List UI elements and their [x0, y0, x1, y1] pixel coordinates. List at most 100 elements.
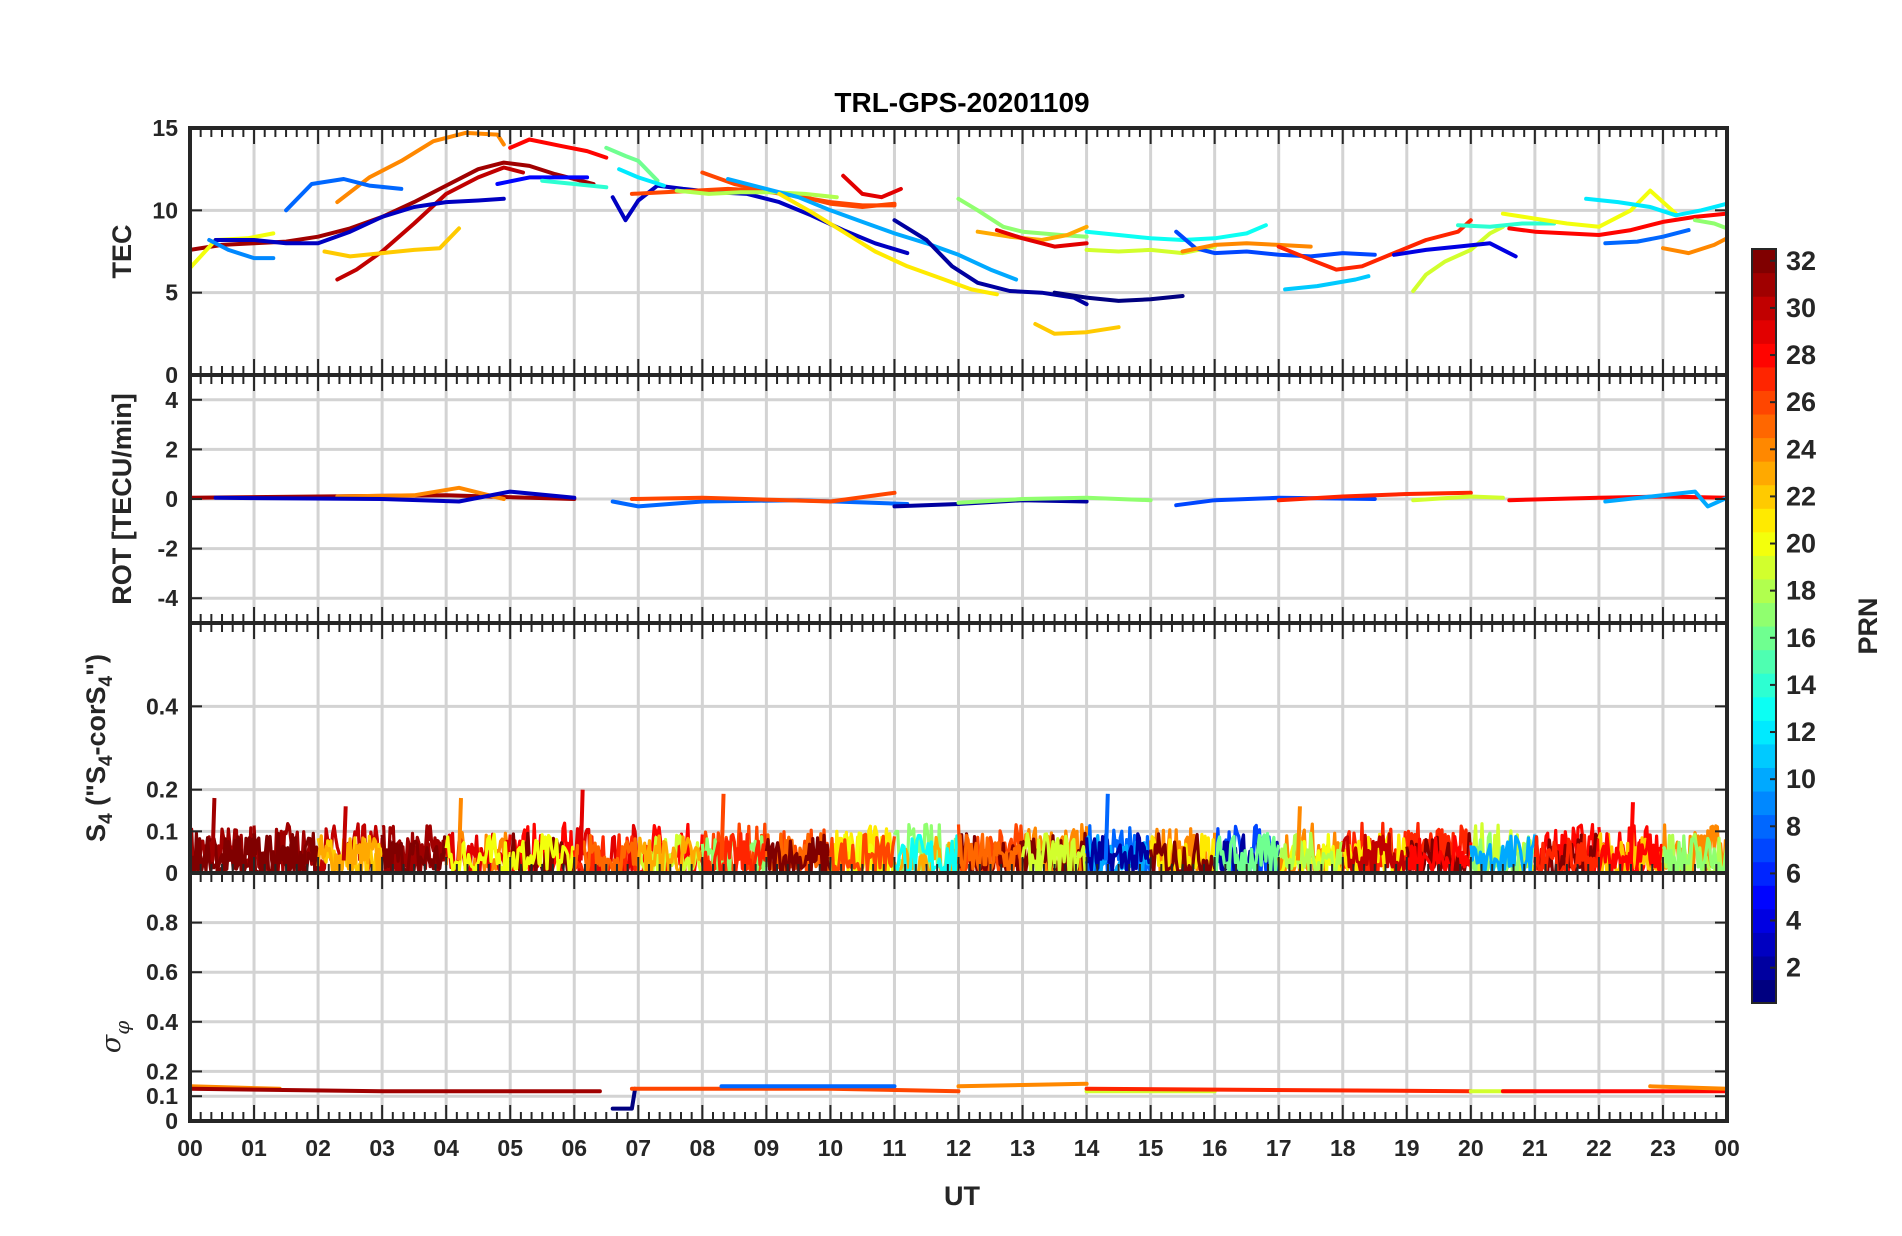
y-tick-label: 0.8: [146, 910, 178, 936]
colorbar-tick-label: 16: [1786, 623, 1816, 653]
x-tick-label: 11: [882, 1135, 907, 1161]
series-prn-1: [610, 1086, 638, 1111]
series-prn-24: [1180, 241, 1313, 254]
series-prn-27: [1276, 218, 1473, 272]
series-prn-31: [190, 1086, 602, 1094]
chart-title: TRL-GPS-20201109: [834, 87, 1089, 118]
series-prn-18: [1278, 831, 1345, 873]
y-label-subscript: 4: [96, 755, 117, 766]
colorbar-band: [1752, 508, 1776, 533]
x-tick-label: 23: [1650, 1135, 1676, 1161]
panel-tec: 0 5 10 15 TEC: [107, 115, 1729, 388]
series-prn-4: [1392, 241, 1518, 259]
series-prn-5: [495, 175, 590, 186]
series-prn-31: [190, 160, 596, 252]
colorbar-band: [1752, 319, 1776, 344]
series-prn-11: [1283, 274, 1371, 292]
y-tick-label: 15: [152, 115, 178, 141]
x-tick-label: 07: [625, 1135, 651, 1161]
y-label-subscript: 4: [96, 813, 117, 824]
colorbar-band: [1752, 413, 1776, 439]
series-prn-3: [213, 196, 506, 246]
y-tick-label: 0: [165, 486, 178, 512]
colorbar-tick-label: 8: [1786, 811, 1801, 841]
series-prn-23: [975, 224, 1089, 242]
peak-spike: [456, 797, 463, 861]
y-axis-label: ROT [TECU/min]: [107, 393, 137, 604]
series-prn-22: [322, 226, 461, 259]
x-axis-label: UT: [944, 1181, 980, 1211]
series-prn-17: [1693, 218, 1727, 231]
colorbar-tick-label: 12: [1786, 717, 1816, 747]
x-tick-label: 15: [1138, 1135, 1164, 1161]
series-prn-26: [629, 490, 897, 504]
series-prn-27: [1276, 490, 1473, 503]
colorbar-tick-label: 2: [1786, 953, 1801, 983]
y-tick-label: 10: [152, 197, 178, 223]
x-tick-label: 19: [1394, 1135, 1420, 1161]
x-tick-label: 16: [1202, 1135, 1228, 1161]
series-prn-3: [213, 489, 577, 504]
peak-spike: [1295, 806, 1302, 861]
series-prn-20: [1500, 188, 1678, 229]
colorbar-label: PRN: [1853, 597, 1883, 654]
colorbar-tick-label: 32: [1786, 246, 1816, 276]
x-axis: 00 01 02 03 04 05 06 07 08 09 10 11 12 13 14 15 16 17 18 19…: [177, 1135, 1740, 1161]
x-tick-label: 18: [1330, 1135, 1356, 1161]
x-tick-label: 14: [1074, 1135, 1100, 1161]
series-prn-30: [335, 165, 525, 282]
colorbar-tick-label: 22: [1786, 481, 1816, 511]
x-tick-label: 04: [433, 1135, 459, 1161]
colorbar-band: [1752, 461, 1776, 486]
y-tick-label: 5: [165, 280, 178, 306]
x-tick-label: 17: [1266, 1135, 1292, 1161]
series-prn-27: [1084, 1086, 1473, 1094]
series-prn-24: [335, 130, 506, 205]
series-prn-28: [508, 137, 609, 160]
colorbar-band: [1752, 790, 1776, 816]
x-tick-label: 01: [241, 1135, 267, 1161]
y-label-part: -corS: [81, 686, 111, 755]
series-prn-29: [841, 173, 903, 200]
series-prn-28: [1507, 211, 1727, 237]
series-prn-20: [444, 832, 512, 873]
y-axis-label: TEC: [107, 225, 137, 279]
peak-spike: [1628, 802, 1635, 861]
series-prn-12: [1584, 196, 1727, 218]
y-tick-label: 0.2: [146, 1058, 178, 1084]
colorbar-tick-label: 14: [1786, 670, 1816, 700]
colorbar-band: [1752, 602, 1776, 627]
colorbar-band: [1752, 696, 1776, 721]
y-tick-label: 0.1: [146, 818, 178, 844]
series-prn-32: [252, 831, 320, 873]
y-label-part: σ: [96, 1033, 127, 1053]
colorbar-band: [1752, 932, 1776, 957]
y-tick-label: -2: [158, 536, 178, 562]
series-prn-17: [956, 495, 1153, 505]
colorbar-band: [1752, 366, 1776, 391]
series-prn-14: [540, 178, 609, 190]
colorbar-band: [1752, 272, 1776, 297]
y-label-part: S: [81, 824, 111, 842]
y-tick-label: 0: [165, 860, 178, 886]
colorbar-tick-label: 4: [1786, 906, 1801, 936]
y-label-part: ("S: [81, 766, 111, 813]
series-prn-22: [1033, 322, 1121, 336]
y-tick-label: 2: [165, 436, 178, 462]
series-prn-10: [726, 177, 1019, 282]
series-prn-24: [335, 485, 506, 501]
colorbar-tick-label: 26: [1786, 387, 1816, 417]
colorbar-tick-label: 6: [1786, 858, 1801, 888]
series-prn-19: [1411, 224, 1505, 293]
colorbar-tick-label: 20: [1786, 529, 1816, 559]
y-axis-label: σφ: [96, 1021, 134, 1053]
panel-sigma_phi: 00.10.2 0.4 0.6 0.8 σφ: [96, 871, 1729, 1134]
x-tick-label: 22: [1586, 1135, 1612, 1161]
series-prn-18: [674, 188, 839, 200]
series-prn-24: [956, 1081, 1089, 1089]
series-prn-10: [1603, 489, 1727, 509]
colorbar-tick-label: 30: [1786, 293, 1816, 323]
x-tick-label: 08: [690, 1135, 716, 1161]
y-axis-label: S4 ("S4-corS4"): [81, 654, 117, 842]
